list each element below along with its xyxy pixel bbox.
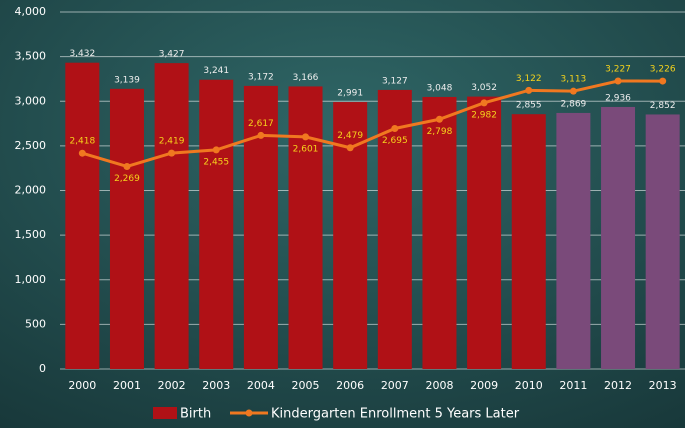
y-tick-label: 2,500 bbox=[15, 139, 47, 152]
bar bbox=[288, 86, 323, 369]
bar-value-label: 3,048 bbox=[427, 83, 453, 93]
x-tick-label: 2005 bbox=[292, 379, 320, 392]
bar-value-label: 2,869 bbox=[561, 99, 587, 109]
line-value-label: 2,419 bbox=[159, 137, 185, 147]
x-tick-label: 2002 bbox=[158, 379, 186, 392]
x-tick-label: 2006 bbox=[336, 379, 364, 392]
line-point bbox=[212, 146, 220, 154]
line-point bbox=[614, 77, 622, 85]
bar bbox=[511, 114, 546, 369]
bar-value-label: 3,172 bbox=[248, 72, 274, 82]
x-tick-label: 2013 bbox=[649, 379, 677, 392]
line bbox=[81, 79, 663, 169]
legend-swatch bbox=[245, 409, 253, 417]
line-point bbox=[391, 124, 399, 132]
x-tick-label: 2011 bbox=[559, 379, 587, 392]
x-tick-label: 2004 bbox=[247, 379, 275, 392]
x-tick-label: 2007 bbox=[381, 379, 409, 392]
y-tick-label: 3,500 bbox=[15, 50, 47, 63]
line-value-label: 2,269 bbox=[114, 174, 140, 184]
y-tick-label: 1,500 bbox=[15, 228, 47, 241]
line-point bbox=[659, 77, 667, 85]
line-point bbox=[123, 162, 131, 170]
legend-swatch bbox=[153, 407, 177, 419]
bar bbox=[556, 112, 591, 370]
line-value-label: 3,113 bbox=[561, 75, 587, 85]
x-tick-label: 2009 bbox=[470, 379, 498, 392]
bar-value-label: 2,936 bbox=[605, 93, 631, 103]
bar bbox=[65, 62, 100, 369]
y-tick-label: 500 bbox=[25, 317, 46, 330]
line-value-label: 2,601 bbox=[293, 144, 319, 154]
bar bbox=[199, 79, 234, 369]
line-point bbox=[525, 86, 533, 94]
line-point bbox=[257, 131, 265, 139]
bar bbox=[467, 96, 502, 369]
bar-value-label: 2,991 bbox=[337, 89, 363, 99]
legend-label: Birth bbox=[180, 407, 211, 422]
line-value-label: 3,226 bbox=[650, 65, 676, 75]
x-tick-label: 2000 bbox=[68, 379, 96, 392]
bar bbox=[422, 96, 457, 369]
y-tick-label: 4,000 bbox=[15, 5, 47, 18]
bar-value-label: 2,855 bbox=[516, 101, 542, 111]
line-point bbox=[78, 149, 86, 157]
bar-value-label: 2,852 bbox=[650, 101, 676, 111]
line-point bbox=[168, 149, 176, 157]
bar bbox=[109, 88, 144, 370]
bar-value-label: 3,427 bbox=[159, 50, 185, 60]
line-value-label: 2,798 bbox=[427, 127, 453, 137]
bar bbox=[154, 63, 189, 369]
x-tick-label: 2001 bbox=[113, 379, 141, 392]
line-value-label: 2,479 bbox=[337, 131, 363, 141]
line-value-label: 2,418 bbox=[69, 137, 95, 147]
line-value-label: 3,227 bbox=[605, 64, 631, 74]
bar-value-label: 3,241 bbox=[203, 66, 229, 76]
bar bbox=[645, 114, 680, 369]
line-point bbox=[302, 133, 310, 141]
line-value-label: 2,617 bbox=[248, 119, 274, 129]
bar bbox=[601, 106, 636, 369]
line-value-label: 2,982 bbox=[471, 110, 497, 120]
bar-value-label: 3,139 bbox=[114, 75, 140, 85]
x-tick-label: 2008 bbox=[425, 379, 453, 392]
line-value-label: 2,455 bbox=[203, 157, 229, 167]
x-tick-label: 2012 bbox=[604, 379, 632, 392]
x-tick-label: 2010 bbox=[515, 379, 543, 392]
y-tick-label: 3,000 bbox=[15, 94, 47, 107]
y-tick-label: 2,000 bbox=[15, 184, 47, 197]
line-value-label: 2,695 bbox=[382, 136, 408, 146]
line-value-label: 3,122 bbox=[516, 74, 542, 84]
line-point bbox=[480, 99, 488, 107]
y-tick-label: 0 bbox=[39, 362, 46, 375]
bar-value-label: 3,432 bbox=[69, 49, 95, 59]
y-tick-label: 1,000 bbox=[15, 273, 47, 286]
line-point bbox=[569, 87, 577, 95]
bar-value-label: 3,127 bbox=[382, 76, 408, 86]
bar-value-label: 3,166 bbox=[293, 73, 319, 83]
x-tick-label: 2003 bbox=[202, 379, 230, 392]
line-point bbox=[435, 115, 443, 123]
line-point bbox=[346, 144, 354, 152]
legend-label: Kindergarten Enrollment 5 Years Later bbox=[271, 407, 520, 422]
bar bbox=[377, 89, 412, 369]
bar-value-label: 3,052 bbox=[471, 83, 497, 93]
